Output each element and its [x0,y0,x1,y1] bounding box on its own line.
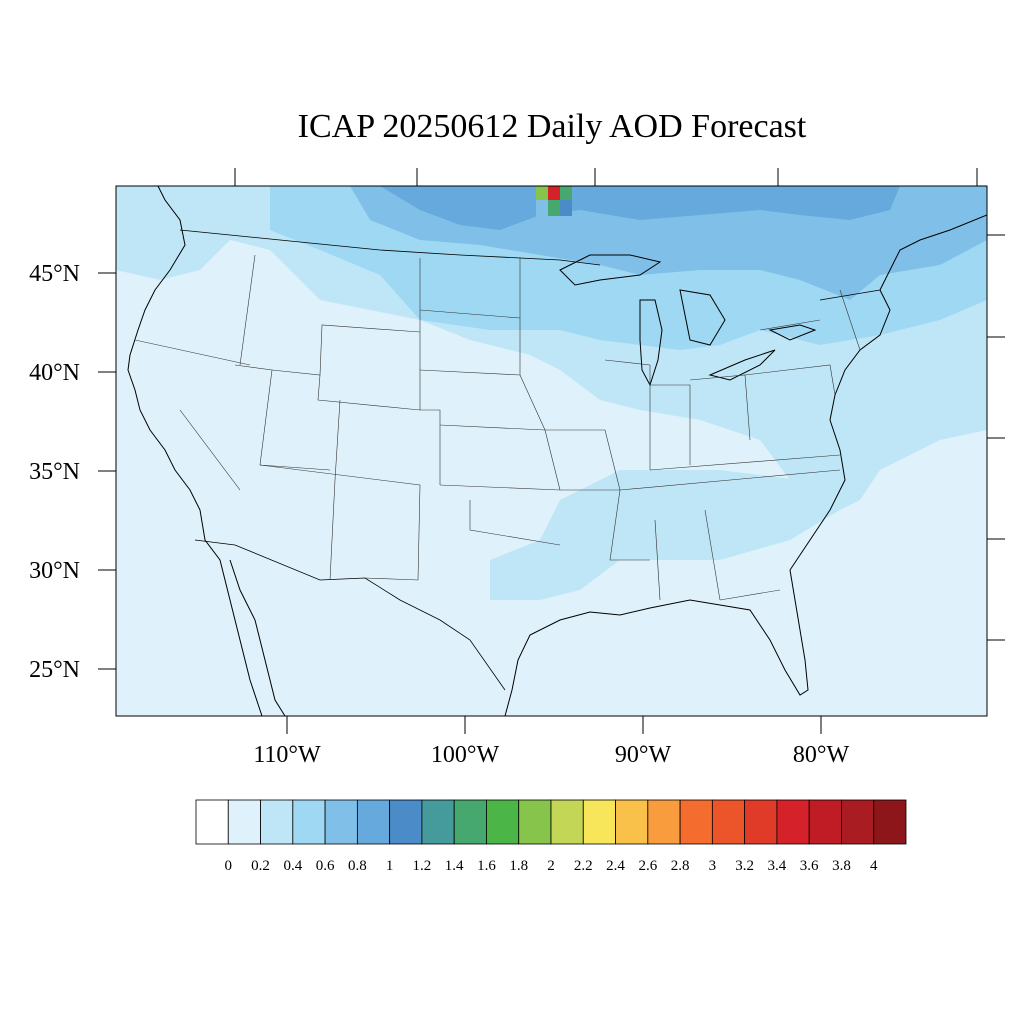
colorbar-label: 2.2 [574,858,593,874]
lake-superior [559,254,662,286]
colorbar-swatch [679,799,713,845]
colorbar-label: 3.4 [768,858,787,874]
colorbar-label: 2.4 [606,858,625,874]
colorbar-label: 1.6 [477,858,496,874]
colorbar: 0 0.2 0.4 0.6 0.8 1 1.2 1.4 1.6 1.8 2 2.2 2.4 2.6 2.8 3… [195,799,907,874]
bottom-ticks [286,716,822,734]
lake-erie [708,349,776,381]
us-mexico-border [194,539,506,691]
aod-field [116,186,987,716]
lat-label: 45°N [29,261,80,287]
colorbar-swatch [518,799,552,845]
colorbar-swatch [356,799,391,845]
colorbar-label: 3.8 [832,858,851,874]
baja-coastline [229,559,286,716]
lake-michigan [639,299,663,387]
colorbar-swatch [453,799,487,845]
lake-huron [679,289,726,346]
colorbar-label: 1 [386,858,394,874]
colorbar-swatch [841,799,875,845]
lon-label: 100°W [431,742,500,768]
colorbar-label: 0.4 [283,858,302,874]
colorbar-label: 1.4 [445,858,464,874]
colorbar-label: 0.6 [316,858,335,874]
colorbar-swatch [873,799,907,845]
aod-band-core [380,186,900,230]
colorbar-label: 0.2 [251,858,270,874]
longitude-labels: 110°W 100°W 90°W 80°W [253,742,849,768]
colorbar-label: 1.8 [509,858,528,874]
colorbar-swatch [421,799,455,845]
left-ticks [98,272,116,670]
latitude-labels: 45°N 40°N 35°N 30°N 25°N [29,261,80,683]
colorbar-swatch [582,799,616,845]
colorbar-swatch [292,799,326,845]
lat-label: 35°N [29,459,80,485]
colorbar-swatch [808,799,842,845]
lon-label: 110°W [253,742,321,768]
aod-hotspot [536,186,572,216]
west-coastline [127,186,263,716]
colorbar-label: 3.2 [735,858,754,874]
lon-label: 90°W [615,742,672,768]
colorbar-swatch [195,799,229,845]
colorbar-swatch [550,799,584,845]
colorbar-swatch [647,799,681,845]
colorbar-swatch [615,799,649,845]
colorbar-swatch [389,799,423,845]
colorbar-swatch [776,799,810,845]
colorbar-label: 3.6 [800,858,819,874]
colorbar-label: 2 [547,858,555,874]
gulf-coastline [504,569,809,716]
colorbar-swatch [711,799,746,845]
lake-ontario [768,324,817,341]
lat-label: 40°N [29,360,80,386]
colorbar-swatch [324,799,358,845]
colorbar-label: 0 [225,858,233,874]
lon-label: 80°W [793,742,850,768]
colorbar-label: 2.6 [638,858,657,874]
colorbar-label: 3 [709,858,717,874]
top-ticks [234,168,978,186]
lat-label: 25°N [29,657,80,683]
map-frame [115,185,988,717]
aod-patch-southeast [560,470,840,560]
colorbar-label: 1.2 [413,858,432,874]
colorbar-swatch [486,799,520,845]
colorbar-swatch [744,799,778,845]
map-title: ICAP 20250612 Daily AOD Forecast [297,108,807,145]
colorbar-label: 4 [870,858,878,874]
colorbar-swatch [260,799,294,845]
state-boundaries [134,254,861,601]
colorbar-label: 0.8 [348,858,367,874]
colorbar-label: 2.8 [671,858,690,874]
right-ticks [987,234,1005,641]
lat-label: 30°N [29,558,80,584]
us-canada-border [179,229,881,301]
colorbar-swatch [227,799,261,845]
